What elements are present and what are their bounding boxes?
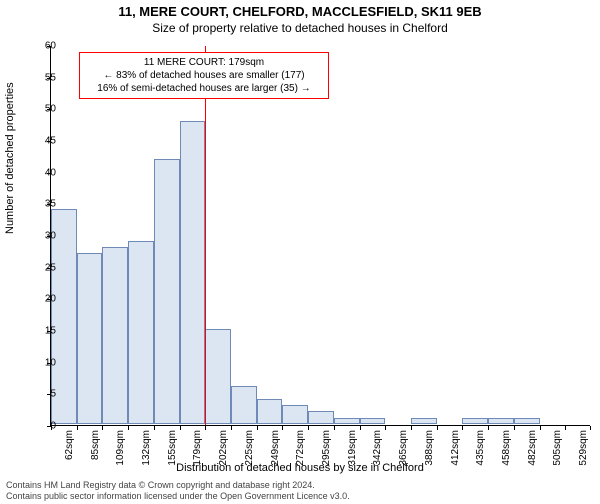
annotation-line-3: 16% of semi-detached houses are larger (… <box>86 82 322 95</box>
histogram-bar <box>257 399 283 424</box>
y-tick-label: 20 <box>26 294 56 305</box>
chart-area: 62sqm85sqm109sqm132sqm155sqm179sqm202sqm… <box>50 46 590 426</box>
x-axis-label: Distribution of detached houses by size … <box>0 462 600 474</box>
histogram-bar <box>205 329 231 424</box>
footnote: Contains HM Land Registry data © Crown c… <box>6 480 350 502</box>
histogram-bar <box>514 418 540 424</box>
histogram-bar <box>231 386 257 424</box>
footnote-line-1: Contains HM Land Registry data © Crown c… <box>6 480 350 491</box>
histogram-bar <box>462 418 488 424</box>
annotation-line-1: 11 MERE COURT: 179sqm <box>86 56 322 69</box>
y-tick-label: 10 <box>26 357 56 368</box>
histogram-bar <box>102 247 128 424</box>
y-tick-label: 55 <box>26 72 56 83</box>
histogram-bar <box>180 121 206 424</box>
y-tick-label: 5 <box>26 389 56 400</box>
chart-subtitle: Size of property relative to detached ho… <box>0 21 600 35</box>
plot-area: 62sqm85sqm109sqm132sqm155sqm179sqm202sqm… <box>50 46 590 426</box>
histogram-bar <box>334 418 360 424</box>
chart-title: 11, MERE COURT, CHELFORD, MACCLESFIELD, … <box>0 4 600 19</box>
footnote-line-2: Contains public sector information licen… <box>6 491 350 502</box>
annotation-box: 11 MERE COURT: 179sqm← 83% of detached h… <box>79 52 329 99</box>
histogram-bar <box>154 159 180 424</box>
y-tick-label: 40 <box>26 167 56 178</box>
histogram-bar <box>360 418 386 424</box>
reference-line <box>205 46 206 425</box>
y-tick-label: 25 <box>26 262 56 273</box>
y-tick-label: 15 <box>26 326 56 337</box>
y-tick-label: 0 <box>26 421 56 432</box>
histogram-bar <box>128 241 154 424</box>
y-tick-label: 50 <box>26 104 56 115</box>
y-tick-label: 60 <box>26 41 56 52</box>
y-tick-label: 45 <box>26 136 56 147</box>
y-tick-label: 30 <box>26 231 56 242</box>
annotation-line-2: ← 83% of detached houses are smaller (17… <box>86 69 322 82</box>
histogram-bar <box>411 418 437 424</box>
y-tick-label: 35 <box>26 199 56 210</box>
histogram-bar <box>488 418 514 424</box>
y-axis-label: Number of detached properties <box>4 82 16 234</box>
histogram-bar <box>77 253 103 424</box>
histogram-bar <box>282 405 308 424</box>
histogram-bar <box>308 411 334 424</box>
